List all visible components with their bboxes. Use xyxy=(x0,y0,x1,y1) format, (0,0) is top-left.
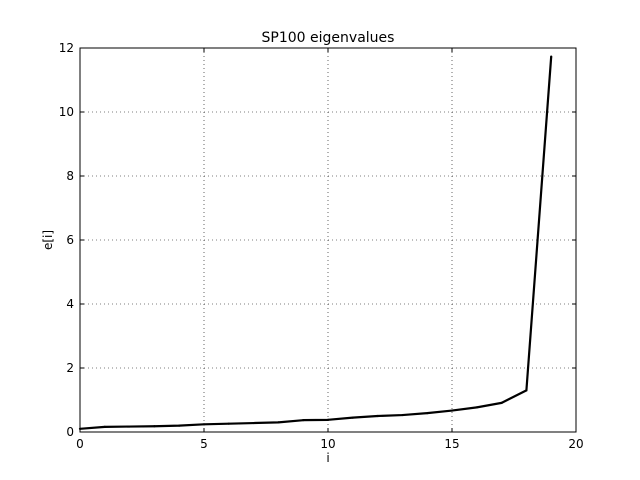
data-point xyxy=(227,422,230,425)
series-line xyxy=(79,56,553,430)
data-point xyxy=(153,425,156,428)
data-point xyxy=(426,412,429,415)
data-point xyxy=(252,421,255,425)
data-point xyxy=(78,427,82,430)
data-point xyxy=(277,421,280,424)
grid-lines xyxy=(80,48,576,432)
data-point xyxy=(178,424,181,427)
y-tick-label: 0 xyxy=(66,425,74,439)
data-point xyxy=(550,55,553,58)
y-tick-label: 10 xyxy=(59,105,74,119)
data-point xyxy=(500,401,503,404)
series-group xyxy=(78,55,553,430)
x-tick-label: 5 xyxy=(200,437,208,451)
data-point xyxy=(351,416,354,419)
data-point xyxy=(326,418,330,421)
x-tick-label: 10 xyxy=(320,437,335,451)
data-point xyxy=(475,406,478,409)
axis-ticks: 0 5 10 15 20 0 2 4 6 8 10 12 xyxy=(59,41,584,451)
data-point xyxy=(376,414,379,418)
data-point xyxy=(302,419,305,422)
y-tick-label: 12 xyxy=(59,41,74,55)
y-axis-label: e[i] xyxy=(41,230,55,250)
data-point xyxy=(103,425,106,428)
x-tick-label: 15 xyxy=(444,437,459,451)
data-point xyxy=(401,413,404,417)
y-tick-label: 8 xyxy=(66,169,74,183)
data-point xyxy=(202,423,206,426)
data-point xyxy=(450,409,454,412)
chart-title: SP100 eigenvalues xyxy=(262,30,395,46)
y-tick-label: 6 xyxy=(66,233,74,247)
y-tick-label: 4 xyxy=(66,297,74,311)
x-axis-label: i xyxy=(326,451,329,465)
x-tick-label: 20 xyxy=(568,437,583,451)
data-point xyxy=(525,389,528,392)
y-tick-label: 2 xyxy=(66,361,74,375)
x-tick-label: 0 xyxy=(76,437,84,451)
data-point xyxy=(128,425,131,428)
